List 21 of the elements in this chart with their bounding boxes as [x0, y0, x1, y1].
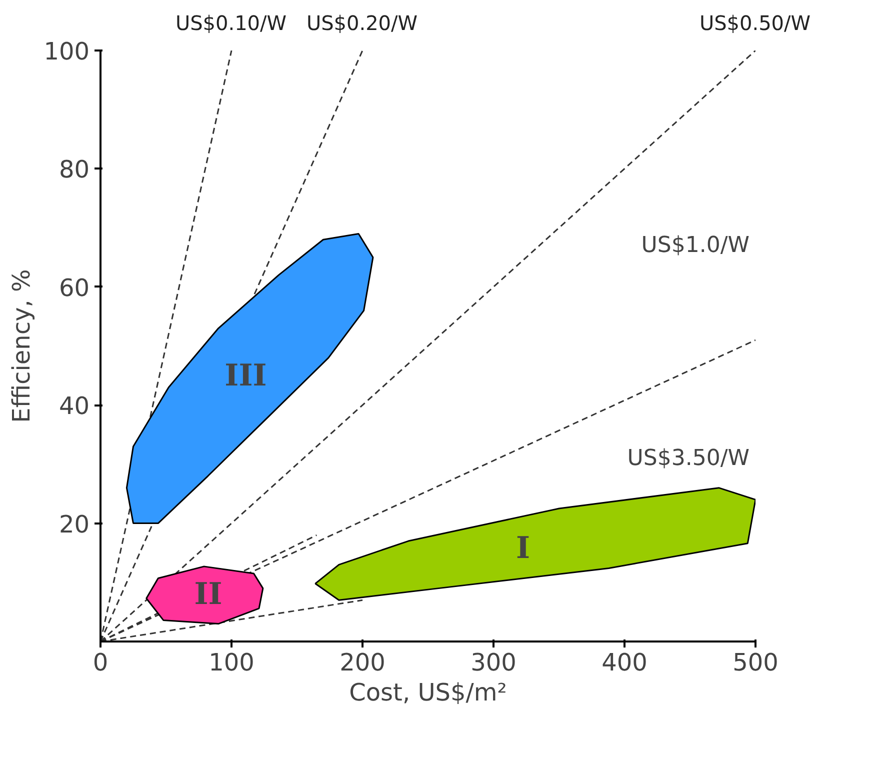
y-axis-title: Efficiency, % [8, 269, 36, 423]
series-label: I [516, 531, 530, 566]
x-tick-label: 200 [340, 648, 386, 676]
annotation: US$1.0/W [641, 233, 750, 258]
x-tick-label: 0 [92, 648, 108, 676]
x-tick-label: 500 [732, 648, 778, 676]
x-tick-label: 400 [602, 648, 648, 676]
annotation: US$0.10/W [175, 10, 287, 38]
y-tick-label: 20 [58, 510, 90, 538]
x-tick-label: 300 [470, 648, 516, 676]
x-axis-title: Cost, US$/m² [349, 678, 507, 706]
y-tick-label: 60 [58, 274, 90, 302]
annotation: US$3.50/W [627, 446, 750, 471]
annotation: US$0.50/W [699, 10, 811, 38]
series-label: II [194, 577, 222, 612]
y-tick-label: 80 [58, 156, 90, 184]
x-tick-label: 100 [208, 648, 254, 676]
y-tick-label: 40 [58, 392, 90, 420]
annotation: US$0.20/W [306, 10, 418, 38]
series-label: III [224, 358, 267, 394]
y-tick-label: 100 [44, 38, 90, 66]
